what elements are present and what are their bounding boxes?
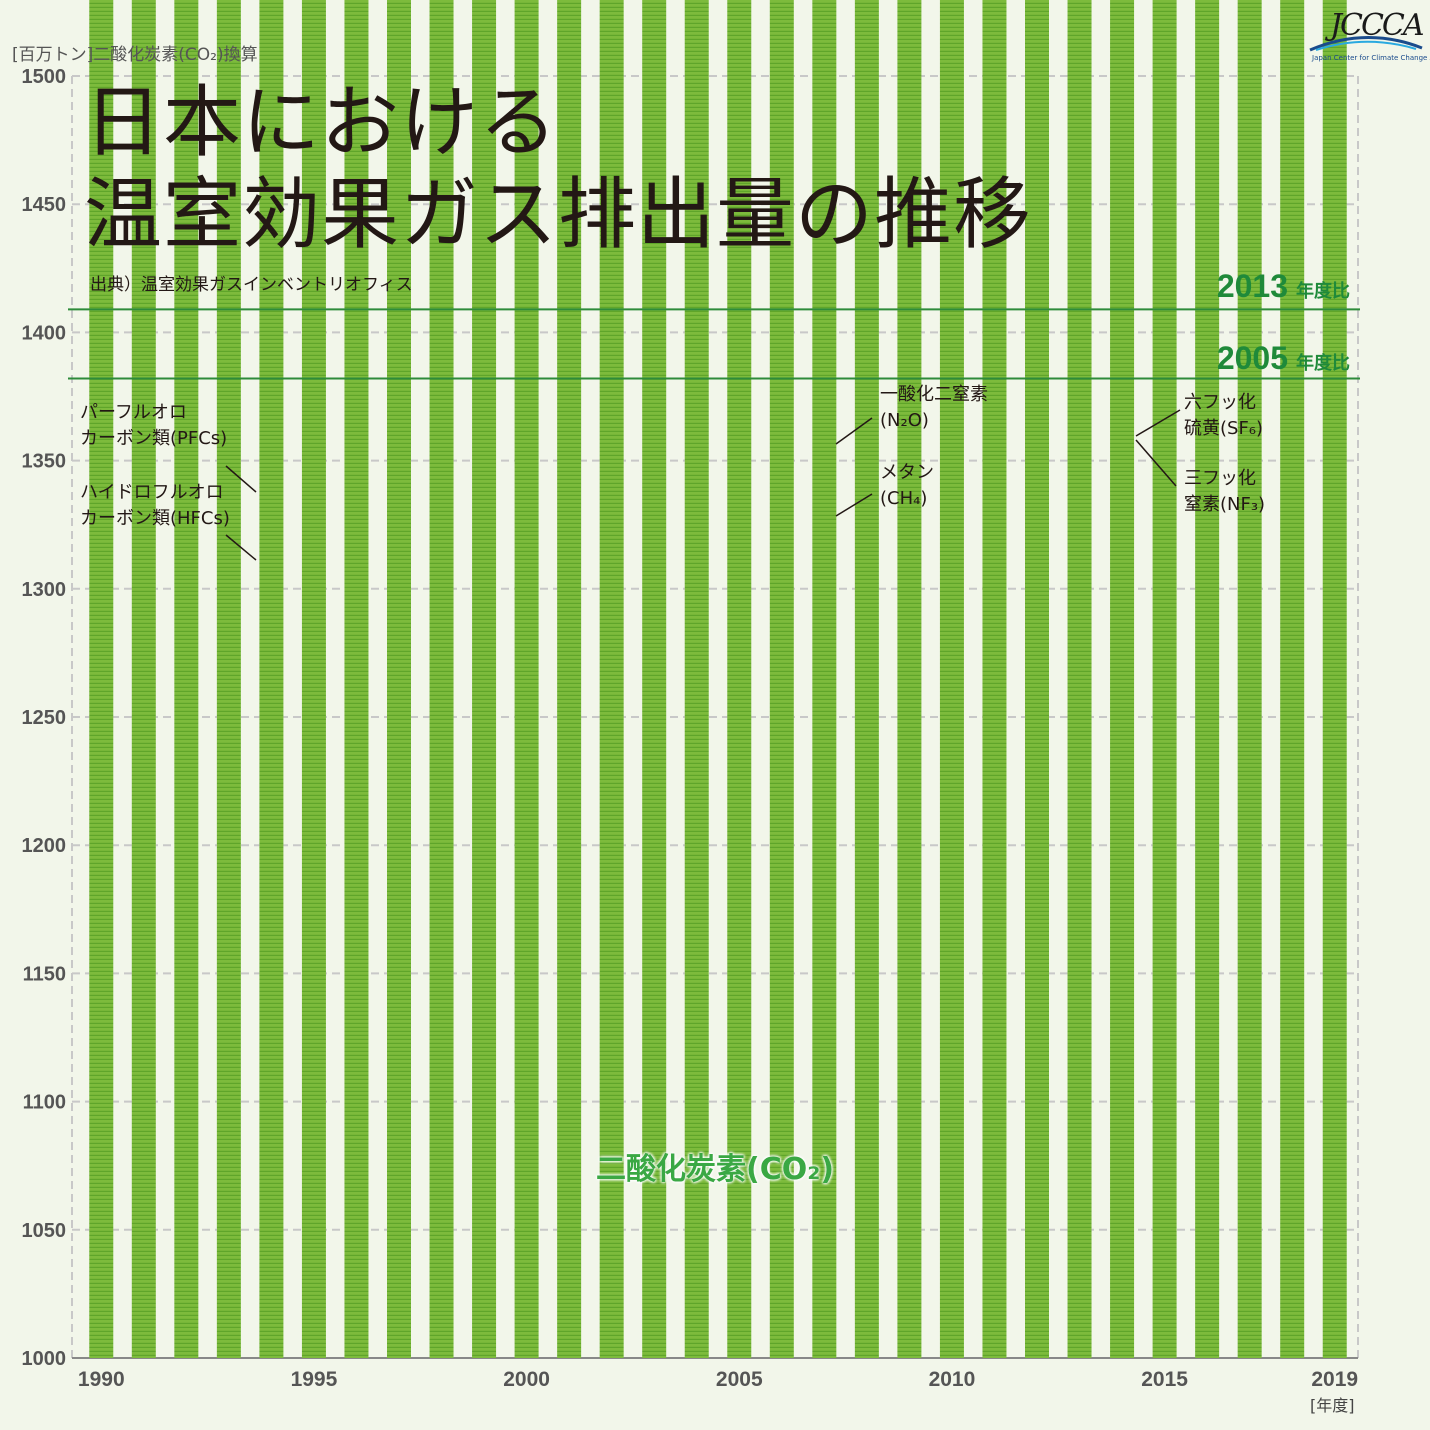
annotation-nf3: 三フッ化 窒素(NF₃)	[1184, 466, 1265, 518]
annotation-pfcs-line1: パーフルオロ	[80, 402, 187, 423]
bar-co2-2000	[514, 0, 539, 1359]
annotation-nf3-line2: 窒素(NF₃)	[1184, 494, 1266, 515]
annotation-sf6-line1: 六フッ化	[1184, 392, 1256, 413]
annotation-n2o: 一酸化二窒素 (N₂O)	[880, 382, 988, 434]
x-tick-label: 2005	[716, 1368, 763, 1391]
source-note: 出典）温室効果ガスインベントリオフィス	[90, 275, 413, 295]
ref-suffix-2013: 年度比	[1296, 281, 1350, 301]
bar-co2-2007	[812, 0, 837, 1358]
y-axis-unit: [百万トン]二酸化炭素(CO₂)換算	[12, 45, 258, 65]
x-axis-unit: [年度]	[1310, 1396, 1355, 1415]
ref-year-2013: 2013	[1216, 268, 1288, 304]
ref-suffix-2005: 年度比	[1296, 353, 1350, 373]
y-tick-label: 1250	[22, 707, 67, 729]
ref-label-2005: 2005 年度比	[1217, 340, 1350, 377]
bar-co2-2004	[684, 0, 709, 1358]
bar-co2-1993	[216, 0, 241, 1358]
y-tick-label: 1300	[22, 579, 67, 601]
bar-co2-2012	[1025, 0, 1049, 1358]
annotation-ch4-line2: (CH₄)	[880, 488, 928, 509]
bar-co2-2011	[982, 0, 1007, 1359]
annotation-sf6-line2: 硫黄(SF₆)	[1184, 418, 1264, 439]
title-line-2: 温室効果ガス排出量の推移	[84, 170, 1033, 260]
logo-subtitle: Japan Center for Climate Change Actions	[1312, 54, 1430, 62]
bar-co2-2013	[1067, 0, 1092, 1358]
bar-co2-2017	[1237, 0, 1262, 1359]
bar-co2-2019	[1322, 0, 1347, 1359]
y-tick-label: 1000	[22, 1348, 67, 1370]
y-tick-label: 1150	[23, 963, 66, 985]
y-tick-label: 1350	[22, 451, 67, 473]
bar-co2-2002	[599, 0, 624, 1358]
x-tick-label: 2019	[1311, 1368, 1358, 1391]
bar-co2-2009	[897, 0, 922, 1358]
x-axis-ticks: 1990 1995 2000 2005 2010 2015 2019	[78, 1368, 1358, 1391]
bar-co2-2003	[642, 0, 667, 1358]
annotation-hfcs-line1: ハイドロフルオロ	[80, 482, 224, 503]
bar-co2-2010	[939, 0, 964, 1358]
x-tick-label: 2010	[929, 1368, 976, 1391]
annotation-sf6: 六フッ化 硫黄(SF₆)	[1184, 390, 1263, 442]
x-tick-label: 2015	[1141, 1368, 1188, 1391]
bar-co2-2001	[557, 0, 582, 1359]
y-tick-label: 1050	[22, 1220, 67, 1242]
bar-co2-2008	[854, 0, 879, 1358]
annotation-ch4: メタン (CH₄)	[880, 460, 934, 512]
annotation-co2: 二酸化炭素(CO₂)	[596, 1152, 835, 1187]
annotation-n2o-line1: 一酸化二窒素	[880, 384, 988, 405]
bar-co2-1991	[131, 0, 156, 1358]
y-tick-label: 1400	[22, 322, 67, 344]
bar-co2-1998	[429, 0, 454, 1358]
annotation-hfcs: ハイドロフルオロ カーボン類(HFCs)	[80, 480, 230, 532]
bar-co2-2015	[1152, 0, 1177, 1359]
jccca-logo: JCCCA Japan Center for Climate Change Ac…	[1306, 8, 1430, 66]
bar-co2-1996	[344, 0, 369, 1358]
x-tick-label: 2000	[503, 1368, 550, 1391]
y-tick-label: 1450	[22, 194, 67, 216]
annotation-n2o-line2: (N₂O)	[880, 410, 929, 431]
ref-label-2013: 2013 年度比	[1217, 268, 1350, 305]
bar-co2-1994	[259, 0, 284, 1358]
bar-co2-1992	[174, 0, 199, 1359]
bar-co2-1995	[301, 0, 326, 1358]
grid	[71, 75, 1359, 1359]
x-tick-label: 1995	[291, 1368, 338, 1391]
bar-co2-2016	[1195, 0, 1220, 1359]
annotation-ch4-line1: メタン	[880, 462, 934, 483]
x-tick-label: 1990	[78, 1368, 125, 1391]
y-tick-label: 1200	[22, 835, 67, 857]
annotation-nf3-line1: 三フッ化	[1184, 468, 1256, 489]
annotation-leaders	[225, 409, 1181, 561]
bar-co2-2014	[1110, 0, 1135, 1358]
bar-co2-2005	[727, 0, 752, 1358]
y-tick-label: 1100	[23, 1092, 66, 1114]
y-tick-label: 1500	[22, 66, 67, 88]
bar-co2-1990	[89, 0, 114, 1359]
y-axis-ticks: 1000 1050 1100 1150 1200 1250 1300 1350 1400 1450…	[22, 66, 67, 1370]
bar-co2-2018	[1280, 0, 1305, 1358]
ref-year-2005: 2005	[1216, 340, 1288, 376]
reference-lines	[68, 308, 1360, 380]
title-line-1: 日本における	[84, 78, 559, 168]
annotation-pfcs: パーフルオロ カーボン類(PFCs)	[80, 400, 227, 452]
bar-co2-1999	[472, 0, 497, 1358]
bar-co2-2006	[769, 0, 794, 1358]
bar-co2-1997	[387, 0, 411, 1358]
bars	[89, 0, 1347, 1359]
logo-swoosh-icon	[1309, 36, 1423, 52]
annotation-hfcs-line2: カーボン類(HFCs)	[80, 508, 230, 529]
annotation-pfcs-line2: カーボン類(PFCs)	[80, 428, 228, 449]
